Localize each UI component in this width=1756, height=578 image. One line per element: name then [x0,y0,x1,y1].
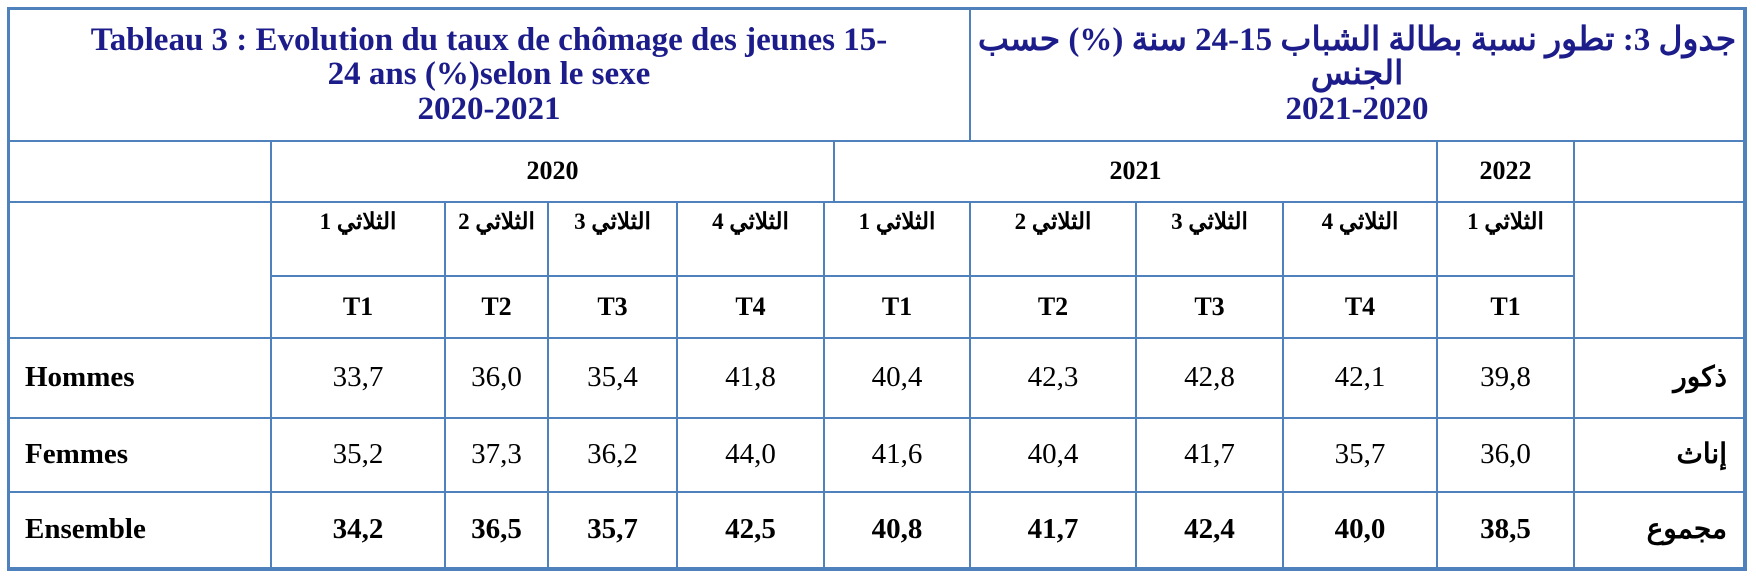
year-header: 2022 [1438,142,1575,203]
value-cell: 42,3 [971,339,1137,419]
value-cell: 42,4 [1137,493,1284,569]
value-cell: 36,0 [1438,419,1575,493]
title-title_ar: جدول 3: تطور نسبة بطالة الشباب 15-24 سنة… [971,9,1745,142]
quarter-ar: الثلاثي 4 [678,203,825,277]
year-header: 2020 [272,142,835,203]
value-cell: 41,7 [1137,419,1284,493]
value-cell: 37,3 [446,419,549,493]
blank-cell [9,203,272,339]
quarter-ar: الثلاثي 2 [446,203,549,277]
value-cell: 38,5 [1438,493,1575,569]
row-label-ar: مجموع [1575,493,1745,569]
value-cell: 35,7 [549,493,678,569]
value-cell: 40,4 [971,419,1137,493]
value-cell: 40,0 [1284,493,1438,569]
quarter-ar: الثلاثي 1 [1438,203,1575,277]
value-cell: 41,6 [825,419,971,493]
year-header: 2021 [835,142,1438,203]
quarter: T1 [1438,277,1575,339]
title-line: الجنس [1310,56,1404,93]
quarter-ar: الثلاثي 4 [1284,203,1438,277]
title-line: 2021-2020 [1285,90,1429,127]
quarter-ar: الثلاثي 3 [1137,203,1284,277]
quarter: T3 [1137,277,1284,339]
value-cell: 33,7 [272,339,446,419]
quarter: T4 [678,277,825,339]
quarter-ar: الثلاثي 1 [272,203,446,277]
value-cell: 35,4 [549,339,678,419]
quarter: T3 [549,277,678,339]
title-line: 24 ans (%)selon le sexe [327,56,651,93]
row-label-ar: ذكور [1575,339,1745,419]
blank-cell [1575,203,1745,339]
quarter-ar: الثلاثي 3 [549,203,678,277]
quarter: T1 [825,277,971,339]
row-label-fr: Femmes [9,419,272,493]
value-cell: 42,1 [1284,339,1438,419]
value-cell: 41,7 [971,493,1137,569]
value-cell: 41,8 [678,339,825,419]
quarter-ar: الثلاثي 2 [971,203,1137,277]
value-cell: 40,8 [825,493,971,569]
quarter: T2 [446,277,549,339]
value-cell: 44,0 [678,419,825,493]
row-label-fr: Ensemble [9,493,272,569]
value-cell: 42,8 [1137,339,1284,419]
title-line: جدول 3: تطور نسبة بطالة الشباب 15-24 سنة… [977,21,1737,58]
value-cell: 42,5 [678,493,825,569]
value-cell: 36,0 [446,339,549,419]
title-line: 2020-2021 [417,90,561,127]
quarter: T1 [272,277,446,339]
title-title_fr: Tableau 3 : Evolution du taux de chômage… [9,9,971,142]
value-cell: 35,2 [272,419,446,493]
row-label-fr: Hommes [9,339,272,419]
value-cell: 36,5 [446,493,549,569]
quarter-ar: الثلاثي 1 [825,203,971,277]
quarter: T4 [1284,277,1438,339]
value-cell: 40,4 [825,339,971,419]
value-cell: 39,8 [1438,339,1575,419]
value-cell: 35,7 [1284,419,1438,493]
blank-cell [1575,142,1745,203]
title-line: Tableau 3 : Evolution du taux de chômage… [90,21,888,58]
row-label-ar: إناث [1575,419,1745,493]
value-cell: 36,2 [549,419,678,493]
value-cell: 34,2 [272,493,446,569]
blank-cell [9,142,272,203]
quarter: T2 [971,277,1137,339]
